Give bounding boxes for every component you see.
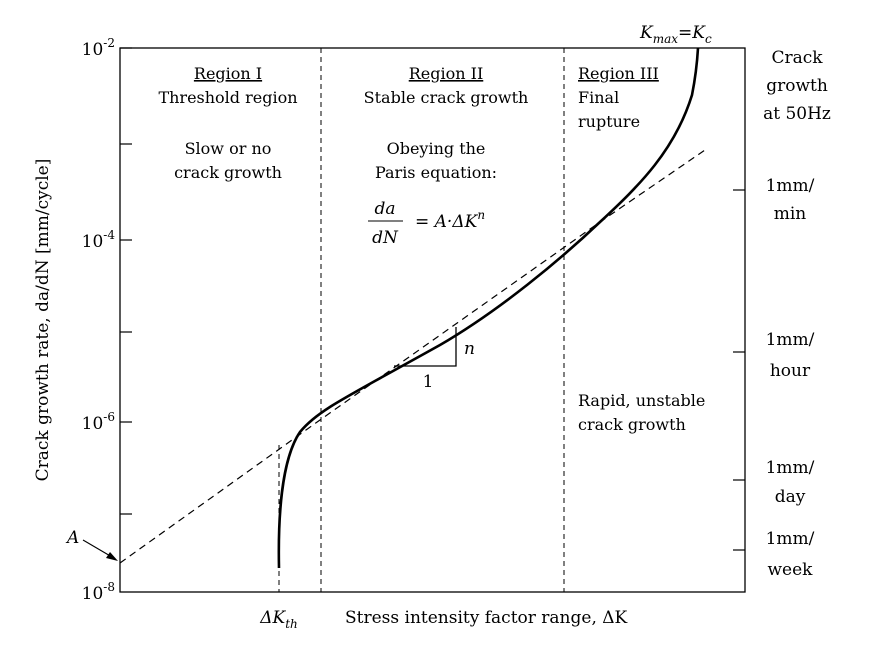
- y-tick-label-1e-8: 10-8: [82, 580, 115, 604]
- region-2-subtitle: Stable crack growth: [364, 88, 529, 107]
- slope-rise-label: n: [464, 339, 475, 359]
- y-tick-label-1e-4: 10-4: [82, 228, 116, 252]
- right-ticks: [733, 189, 745, 551]
- intercept-a-arrow: [82, 539, 113, 558]
- x-axis-label: Stress intensity factor range, ΔK: [345, 608, 628, 628]
- paris-law-dashed-line: [119, 149, 706, 564]
- equation-denominator: dN: [372, 228, 399, 248]
- y-tick-label-1e-6: 10-6: [82, 410, 115, 434]
- crack-growth-curve: [277, 47, 700, 569]
- intercept-a-arrowhead: [106, 552, 118, 561]
- region-1-title: Region I: [194, 64, 262, 83]
- right-axis-title-line-1: Crack: [771, 48, 823, 68]
- region-1-note-line-2: crack growth: [174, 163, 282, 182]
- intercept-a-label: A: [65, 528, 79, 548]
- region-1-subtitle: Threshold region: [158, 88, 297, 107]
- left-ticks: [120, 47, 132, 515]
- region-3-title: Region III: [578, 64, 659, 83]
- right-tick-min-line-2: min: [774, 204, 807, 224]
- region-2-title: Region II: [409, 64, 484, 83]
- right-tick-hour-line-2: hour: [770, 361, 811, 381]
- y-tick-label-1e-2: 10-2: [82, 36, 115, 60]
- y-axis-label: Crack growth rate, da/dN [mm/cycle]: [33, 159, 53, 482]
- region-2-note-line-2: Paris equation:: [375, 163, 497, 182]
- region-3-subtitle-line-2: rupture: [578, 112, 640, 131]
- slope-triangle: [394, 327, 457, 367]
- region-2-note-line-1: Obeying the: [387, 139, 486, 158]
- right-tick-day-line-1: 1mm/: [766, 458, 815, 478]
- right-tick-week-line-1: 1mm/: [766, 529, 815, 549]
- equation-numerator: da: [374, 199, 395, 219]
- region-3-note-line-1: Rapid, unstable: [578, 391, 705, 410]
- x-tick-label-threshold: ΔKth: [259, 608, 298, 631]
- kmax-annotation: Kmax=Kc: [639, 23, 712, 46]
- right-tick-min-line-1: 1mm/: [766, 176, 815, 196]
- region-3-note-line-2: crack growth: [578, 415, 686, 434]
- region-3-subtitle-line-1: Final: [578, 88, 619, 107]
- region-1-note-line-1: Slow or no: [185, 139, 272, 158]
- right-axis-title-line-2: growth: [766, 76, 828, 96]
- plot-frame: [119, 47, 746, 593]
- right-tick-week-line-2: week: [768, 560, 814, 580]
- right-axis-title-line-3: at 50Hz: [763, 104, 831, 124]
- right-tick-hour-line-1: 1mm/: [766, 330, 815, 350]
- paris-equation: da dN = A·ΔKn: [368, 199, 485, 248]
- right-tick-day-line-2: day: [775, 487, 806, 507]
- slope-run-label: 1: [423, 372, 434, 392]
- equation-rhs: = A·ΔKn: [415, 208, 485, 232]
